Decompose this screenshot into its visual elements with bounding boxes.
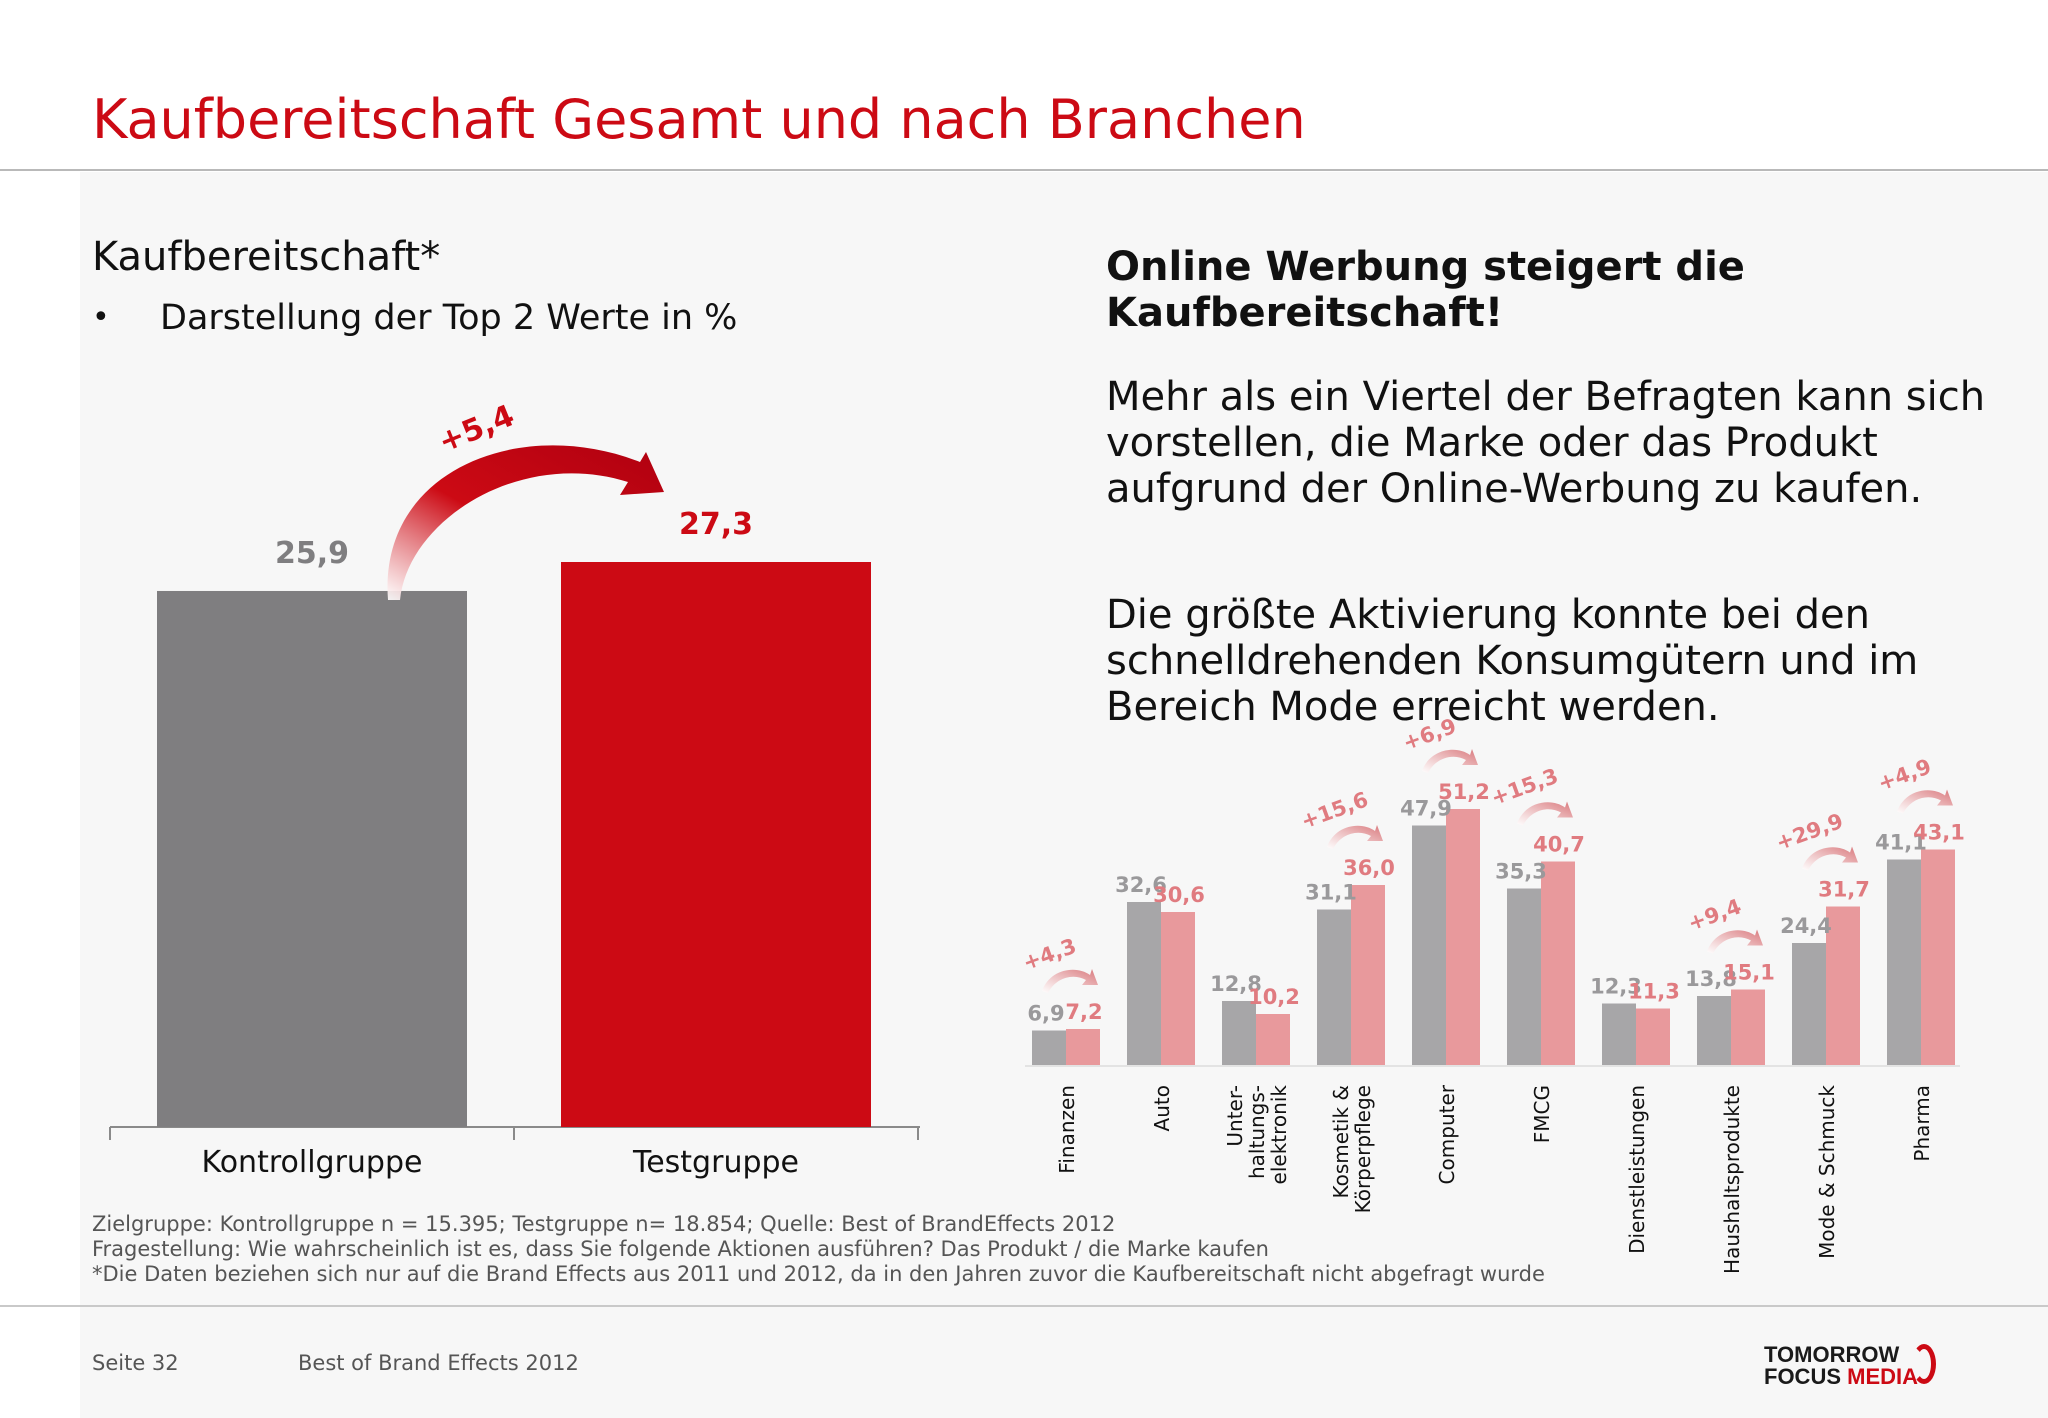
- category-label: elektronik: [1267, 1085, 1291, 1185]
- bar-test-5: [1541, 861, 1575, 1065]
- bar-test-7: [1731, 989, 1765, 1065]
- right-headline: Online Werbung steigert die Kaufbereitsc…: [1106, 244, 1745, 336]
- category-label: Körperpflege: [1351, 1085, 1375, 1213]
- bar-value-label: 30,6: [1153, 883, 1205, 907]
- footer-divider: [0, 1305, 2048, 1307]
- category-label: Kontrollgruppe: [202, 1145, 423, 1180]
- bar-kontroll-5: [1507, 888, 1541, 1065]
- bar-value-label: 15,1: [1723, 961, 1775, 985]
- bar-value-label: 13,8: [1685, 967, 1737, 991]
- bar-value-label: 7,2: [1065, 1000, 1102, 1024]
- increase-arrow-icon: [1327, 825, 1383, 849]
- category-label: Computer: [1435, 1084, 1459, 1184]
- bar-value-label: 51,2: [1438, 780, 1490, 804]
- document-name: Best of Brand Effects 2012: [298, 1351, 579, 1375]
- category-label: Haushaltsprodukte: [1720, 1085, 1744, 1274]
- category-label: FMCG: [1530, 1085, 1554, 1143]
- bar-value-label: 41,1: [1875, 831, 1927, 855]
- bar-test-3: [1351, 885, 1385, 1065]
- increase-arrow-icon: [1042, 969, 1098, 993]
- category-label: Kosmetik &: [1329, 1085, 1353, 1199]
- page-number: Seite 32: [92, 1351, 179, 1375]
- footnote-line: Zielgruppe: Kontrollgruppe n = 15.395; T…: [92, 1212, 1116, 1236]
- delta-label: +4,9: [1875, 754, 1935, 795]
- bullet-icon: •: [92, 300, 110, 335]
- bar-value-label: 31,7: [1818, 878, 1870, 902]
- category-label: Mode & Schmuck: [1815, 1085, 1839, 1259]
- bar-value-label: 31,1: [1305, 881, 1357, 905]
- bar-kontroll-3: [1317, 909, 1351, 1065]
- category-label: Dienstleistungen: [1625, 1085, 1649, 1254]
- increase-arrow-icon: [1897, 789, 1953, 814]
- logo-text-line1: TOMORROW: [1764, 1342, 1900, 1367]
- bar-value-label: 10,2: [1248, 985, 1300, 1009]
- increase-arrow-icon: [1802, 846, 1858, 871]
- bar-value-label: 25,9: [275, 536, 349, 571]
- left-bullet-text: Darstellung der Top 2 Werte in %: [160, 298, 738, 338]
- bar-value-label: 12,3: [1590, 975, 1642, 999]
- bar-value-label: 47,9: [1400, 797, 1452, 821]
- bar-kontrollgruppe: [157, 590, 467, 1127]
- logo-ring-icon: [1912, 1344, 1936, 1384]
- bar-value-label: 36,0: [1343, 856, 1395, 880]
- bar-kontroll-4: [1412, 825, 1446, 1065]
- bar-test-6: [1636, 1008, 1670, 1065]
- right-paragraph-2: Die größte Aktivierung konnte bei den sc…: [1106, 592, 1919, 730]
- bar-value-label: 40,7: [1533, 833, 1585, 857]
- logo-text-line2: FOCUS MEDIA: [1764, 1364, 1919, 1389]
- category-label: Testgruppe: [632, 1145, 799, 1180]
- footnote-line: *Die Daten beziehen sich nur auf die Bra…: [92, 1262, 1545, 1286]
- bar-test-0: [1066, 1029, 1100, 1065]
- bar-kontroll-8: [1792, 943, 1826, 1065]
- increase-arrow-icon: [1707, 929, 1763, 954]
- bar-kontroll-7: [1697, 996, 1731, 1065]
- category-label: Finanzen: [1055, 1085, 1079, 1174]
- bar-test-4: [1446, 809, 1480, 1065]
- category-label: Pharma: [1910, 1085, 1934, 1162]
- bar-test-1: [1161, 912, 1195, 1065]
- bar-value-label: 32,6: [1115, 873, 1167, 897]
- bar-test-8: [1826, 906, 1860, 1065]
- delta-label: +9,4: [1685, 894, 1745, 935]
- right-bar-chart: 6,9 7,2 +4,3 Finanzen 32,630,6 Auto 12,810,2 Un…: [1020, 714, 1965, 1274]
- footnotes: Zielgruppe: Kontrollgruppe n = 15.395; T…: [92, 1212, 1545, 1287]
- bar-test-9: [1921, 849, 1955, 1065]
- bar-kontroll-6: [1602, 1003, 1636, 1065]
- bar-value-label: 6,9: [1027, 1002, 1064, 1026]
- bar-kontroll-1: [1127, 902, 1161, 1065]
- tomorrow-focus-media-logo: TOMORROW FOCUS MEDIA: [1764, 1342, 1964, 1390]
- category-label: Unter-: [1223, 1085, 1247, 1147]
- page-title: Kaufbereitschaft Gesamt und nach Branche…: [92, 88, 1306, 151]
- left-subtitle: Kaufbereitschaft*: [92, 234, 441, 280]
- category-label: Auto: [1150, 1085, 1174, 1131]
- delta-label: +4,3: [1020, 934, 1080, 975]
- right-paragraph-1: Mehr als ein Viertel der Befragten kann …: [1106, 374, 1986, 512]
- bar-value-label: 27,3: [679, 507, 753, 542]
- increase-arrow-icon: [1517, 801, 1573, 826]
- bar-value-label: 12,8: [1210, 972, 1262, 996]
- bar-value-label: 35,3: [1495, 860, 1547, 884]
- increase-arrow-icon: [387, 445, 664, 600]
- bar-kontroll-0: [1032, 1030, 1066, 1065]
- delta-label: +6,9: [1400, 714, 1460, 755]
- bar-value-label: 11,3: [1628, 980, 1680, 1004]
- bar-test-2: [1256, 1014, 1290, 1065]
- bar-value-label: 43,1: [1913, 821, 1965, 845]
- bar-value-label: 24,4: [1780, 914, 1832, 938]
- bar-kontroll-2: [1222, 1001, 1256, 1065]
- footnote-line: Fragestellung: Wie wahrscheinlich ist es…: [92, 1237, 1269, 1261]
- category-label: haltungs-: [1245, 1085, 1269, 1179]
- title-divider: [0, 169, 2048, 171]
- increase-arrow-icon: [1422, 749, 1478, 773]
- bar-testgruppe: [561, 562, 871, 1127]
- bar-kontroll-9: [1887, 859, 1921, 1065]
